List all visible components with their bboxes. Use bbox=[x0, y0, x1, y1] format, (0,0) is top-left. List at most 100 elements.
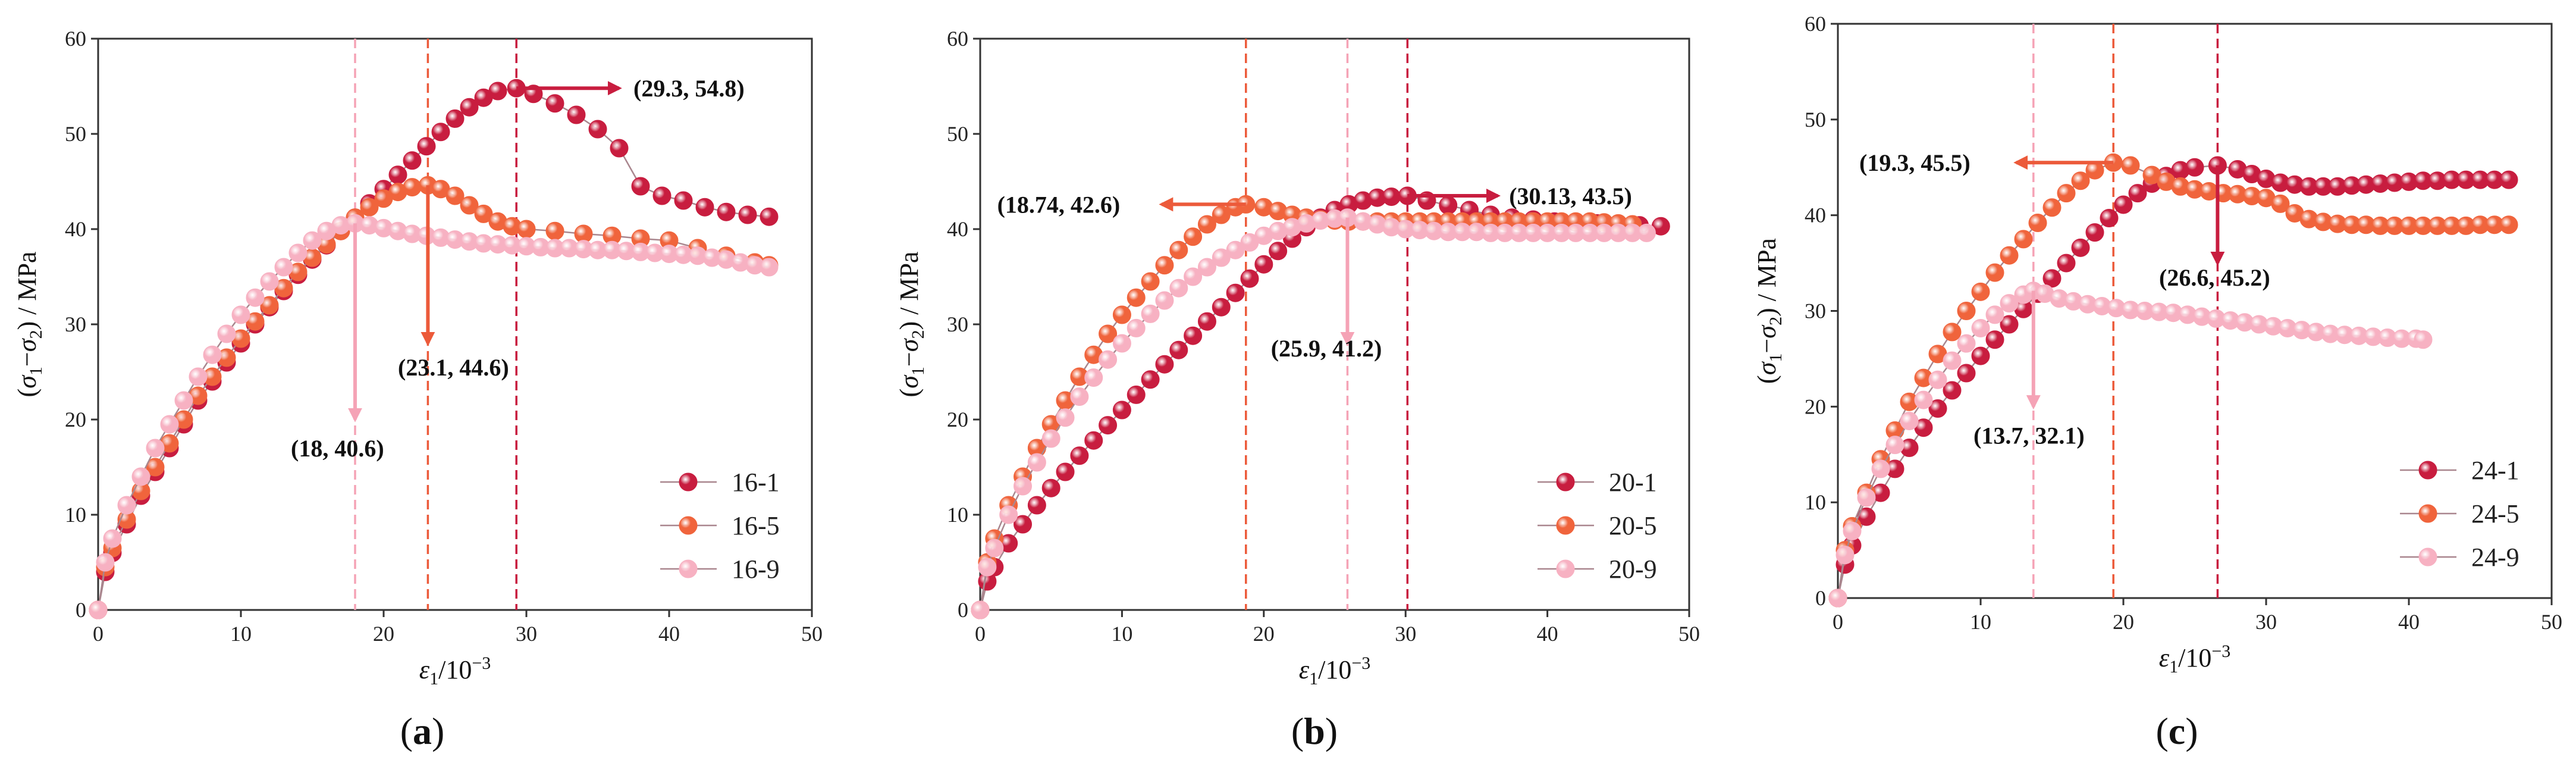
x-tick-label: 30 bbox=[516, 622, 537, 646]
data-point-16-5 bbox=[474, 204, 493, 223]
data-point-16-9 bbox=[160, 415, 179, 434]
data-point-16-1 bbox=[652, 186, 672, 205]
data-point-16-9 bbox=[760, 258, 779, 277]
data-point-24-9 bbox=[1943, 351, 1962, 370]
data-point-16-1 bbox=[403, 151, 422, 170]
legend-marker bbox=[2418, 547, 2437, 567]
data-point-20-9 bbox=[978, 558, 997, 577]
data-point-16-1 bbox=[460, 98, 479, 117]
chart-panel-a: 0 10 20 30 40 50 0 10 20 30 40 50 60 (σ1−σ2) / MPa ε1/… bbox=[12, 27, 823, 752]
data-point-16-9 bbox=[303, 231, 322, 250]
y-tick-label: 60 bbox=[947, 27, 968, 51]
data-point-24-9 bbox=[1928, 370, 1947, 389]
data-point-16-5 bbox=[403, 178, 422, 197]
data-point-16-1 bbox=[760, 207, 779, 226]
x-tick-label: 40 bbox=[1537, 622, 1558, 646]
data-point-16-9 bbox=[288, 243, 308, 262]
data-point-24-5 bbox=[1943, 323, 1962, 342]
y-tick-label: 0 bbox=[76, 598, 86, 622]
legend-label: 20-9 bbox=[1609, 555, 1657, 584]
data-point-24-1 bbox=[2185, 158, 2204, 177]
annotation-label: (29.3, 54.8) bbox=[633, 75, 745, 102]
data-point-16-1 bbox=[388, 165, 407, 184]
legend-label: 20-1 bbox=[1609, 468, 1657, 497]
data-point-24-9 bbox=[1957, 334, 1976, 353]
data-point-20-5 bbox=[1099, 324, 1118, 343]
x-tick-label: 30 bbox=[2255, 610, 2277, 634]
y-axis-label: (σ1−σ2) / MPa bbox=[895, 252, 928, 398]
y-tick-label: 10 bbox=[65, 503, 86, 527]
y-axis-label: (σ1−σ2) / MPa bbox=[1752, 238, 1786, 384]
data-point-16-1 bbox=[674, 191, 693, 210]
annotation-label: (18, 40.6) bbox=[291, 435, 384, 462]
legend-label: 16-1 bbox=[732, 468, 780, 497]
data-point-16-1 bbox=[567, 105, 586, 124]
y-tick-label: 50 bbox=[65, 122, 86, 146]
y-tick-label: 30 bbox=[1805, 299, 1826, 323]
data-point-16-1 bbox=[545, 94, 564, 113]
data-point-20-9 bbox=[1212, 248, 1231, 267]
data-point-20-5 bbox=[1155, 256, 1174, 275]
data-point-20-9 bbox=[1056, 408, 1075, 427]
data-point-24-5 bbox=[2499, 215, 2518, 234]
data-point-24-9 bbox=[1971, 318, 1990, 337]
data-point-24-1 bbox=[1928, 399, 1947, 418]
data-point-20-9 bbox=[1197, 258, 1216, 277]
data-point-24-5 bbox=[2000, 246, 2019, 265]
data-point-24-9 bbox=[1857, 488, 1876, 507]
chart-panel-c: 0 10 20 30 40 50 0 10 20 30 40 50 60 (σ1−σ2) / MPa ε1/… bbox=[1752, 12, 2562, 752]
legend-marker bbox=[1556, 472, 1575, 492]
data-point-16-1 bbox=[631, 177, 650, 196]
data-point-24-9 bbox=[2000, 294, 2019, 313]
data-point-20-9 bbox=[1112, 334, 1131, 353]
data-point-24-9 bbox=[1843, 521, 1862, 540]
x-tick-label: 0 bbox=[93, 622, 103, 646]
x-tick-label: 0 bbox=[1833, 610, 1843, 634]
legend-label: 24-9 bbox=[2471, 543, 2519, 572]
series-line-20-5 bbox=[979, 204, 1633, 611]
legend-label: 24-1 bbox=[2471, 456, 2519, 485]
data-point-20-1 bbox=[1382, 187, 1401, 206]
data-point-24-9 bbox=[1835, 546, 1855, 565]
y-tick-label: 20 bbox=[1805, 395, 1826, 418]
data-point-24-1 bbox=[2114, 195, 2133, 214]
plot-frame bbox=[979, 37, 1690, 611]
data-point-20-1 bbox=[1014, 515, 1033, 534]
x-tick-label: 30 bbox=[1395, 622, 1416, 646]
data-point-16-9 bbox=[274, 258, 293, 277]
data-point-20-9 bbox=[1155, 291, 1174, 310]
data-point-16-1 bbox=[695, 198, 714, 217]
data-point-20-1 bbox=[1155, 355, 1174, 374]
data-point-24-5 bbox=[2028, 214, 2047, 233]
data-point-16-1 bbox=[588, 120, 607, 139]
data-point-24-1 bbox=[1971, 346, 1990, 365]
y-tick-label: 10 bbox=[947, 503, 968, 527]
chart-panel-b: 0 10 20 30 40 50 0 10 20 30 40 50 60 (σ1−σ2) / MPa ε1/… bbox=[895, 27, 1700, 752]
data-point-24-1 bbox=[2000, 315, 2019, 334]
y-tick-label: 10 bbox=[1805, 490, 1826, 514]
data-point-20-1 bbox=[1099, 416, 1118, 435]
series-line-16-9 bbox=[97, 223, 770, 611]
data-point-16-9 bbox=[117, 496, 136, 515]
data-point-20-9 bbox=[971, 600, 990, 619]
data-point-16-9 bbox=[103, 529, 122, 548]
data-point-24-5 bbox=[1971, 282, 1990, 301]
legend-label: 16-9 bbox=[732, 555, 780, 584]
y-tick-label: 0 bbox=[958, 598, 968, 622]
data-point-16-9 bbox=[89, 600, 108, 619]
data-point-24-9 bbox=[1885, 436, 1904, 455]
data-point-20-1 bbox=[1439, 196, 1458, 215]
legend-label: 16-5 bbox=[732, 511, 780, 540]
x-tick-label: 10 bbox=[230, 622, 252, 646]
data-point-16-1 bbox=[417, 137, 436, 156]
data-point-16-1 bbox=[431, 123, 450, 142]
data-point-24-5 bbox=[2057, 184, 2076, 203]
data-point-16-9 bbox=[131, 467, 150, 486]
y-tick-label: 30 bbox=[65, 312, 86, 336]
data-point-20-9 bbox=[985, 539, 1004, 558]
y-tick-label: 20 bbox=[65, 408, 86, 431]
data-point-20-9 bbox=[1041, 429, 1060, 448]
data-point-16-9 bbox=[96, 553, 115, 572]
data-point-24-5 bbox=[2042, 198, 2062, 217]
data-point-24-1 bbox=[2071, 238, 2090, 257]
